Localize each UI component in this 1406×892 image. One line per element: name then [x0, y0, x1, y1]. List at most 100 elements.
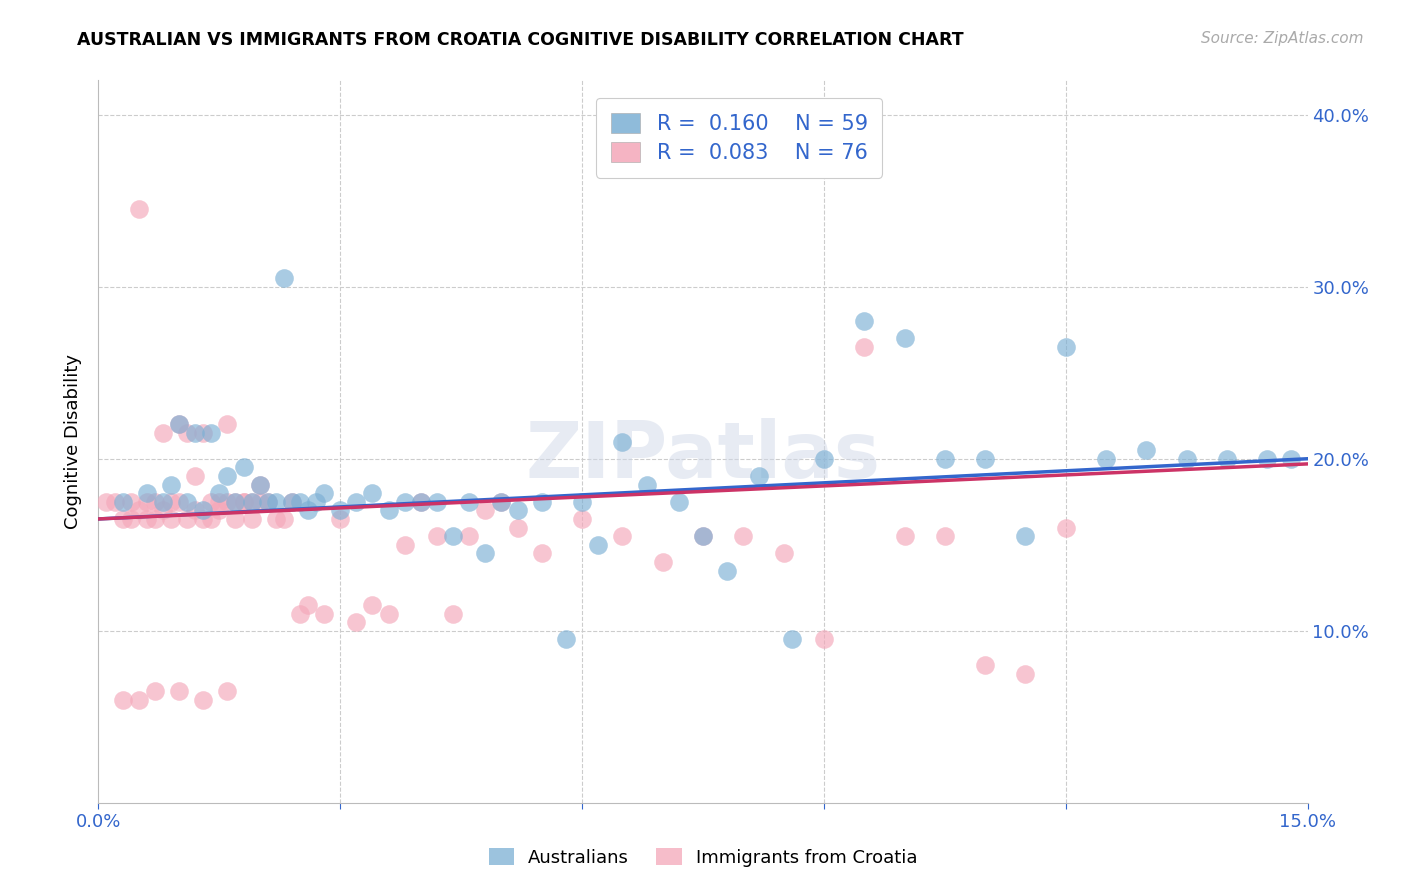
Point [297, 598, 319, 612]
Point [193, 512, 215, 526]
Point [96, 494, 118, 508]
Point [128, 692, 150, 706]
Point [361, 598, 384, 612]
Point [111, 494, 134, 508]
Point [208, 503, 231, 517]
Point [813, 451, 835, 466]
Point [240, 494, 263, 508]
Point [193, 425, 215, 440]
Point [256, 494, 278, 508]
Point [240, 494, 263, 508]
Text: AUSTRALIAN VS IMMIGRANTS FROM CROATIA COGNITIVE DISABILITY CORRELATION CHART: AUSTRALIAN VS IMMIGRANTS FROM CROATIA CO… [77, 31, 965, 49]
Point [103, 494, 125, 508]
Point [458, 494, 481, 508]
Point [152, 503, 174, 517]
Point [571, 512, 593, 526]
Point [748, 469, 770, 483]
Point [167, 417, 190, 432]
Point [361, 486, 384, 500]
Point [167, 417, 190, 432]
Point [217, 417, 239, 432]
Point [152, 494, 174, 508]
Point [853, 314, 876, 328]
Point [176, 494, 198, 508]
Text: ZIPatlas: ZIPatlas [526, 418, 880, 494]
Point [200, 494, 222, 508]
Point [232, 494, 254, 508]
Point [612, 529, 634, 543]
Point [314, 607, 336, 621]
Point [143, 512, 166, 526]
Point [249, 494, 271, 508]
Point [934, 451, 956, 466]
Point [506, 520, 529, 534]
Point [224, 494, 246, 508]
Point [491, 494, 513, 508]
Point [893, 331, 915, 345]
Point [193, 692, 215, 706]
Point [1054, 340, 1077, 354]
Point [111, 512, 134, 526]
Point [128, 503, 150, 517]
Point [143, 494, 166, 508]
Point [297, 503, 319, 517]
Point [441, 529, 464, 543]
Point [1256, 451, 1278, 466]
Point [668, 494, 690, 508]
Point [152, 425, 174, 440]
Point [441, 607, 464, 621]
Point [224, 512, 246, 526]
Point [249, 477, 271, 491]
Point [1175, 451, 1198, 466]
Legend: R =  0.160    N = 59, R =  0.083    N = 76: R = 0.160 N = 59, R = 0.083 N = 76 [596, 98, 883, 178]
Y-axis label: Cognitive Disability: Cognitive Disability [65, 354, 83, 529]
Point [1095, 451, 1118, 466]
Point [232, 494, 254, 508]
Point [474, 503, 496, 517]
Point [1281, 451, 1303, 466]
Point [716, 564, 738, 578]
Point [651, 555, 673, 569]
Point [273, 512, 295, 526]
Legend: Australians, Immigrants from Croatia: Australians, Immigrants from Croatia [481, 841, 925, 874]
Point [167, 684, 190, 698]
Point [1135, 443, 1157, 458]
Point [586, 538, 609, 552]
Point [571, 494, 593, 508]
Point [692, 529, 714, 543]
Point [176, 425, 198, 440]
Point [974, 451, 997, 466]
Point [208, 494, 231, 508]
Point [377, 607, 399, 621]
Point [120, 494, 142, 508]
Point [256, 494, 278, 508]
Point [458, 529, 481, 543]
Point [733, 529, 755, 543]
Point [329, 512, 352, 526]
Point [249, 477, 271, 491]
Point [135, 512, 157, 526]
Point [135, 486, 157, 500]
Point [474, 546, 496, 560]
Point [612, 434, 634, 449]
Point [184, 425, 207, 440]
Point [264, 512, 287, 526]
Point [217, 494, 239, 508]
Point [692, 529, 714, 543]
Point [772, 546, 794, 560]
Point [409, 494, 432, 508]
Point [506, 503, 529, 517]
Point [409, 494, 432, 508]
Point [344, 494, 367, 508]
Point [426, 494, 449, 508]
Point [160, 512, 183, 526]
Point [288, 494, 311, 508]
Point [377, 503, 399, 517]
Point [394, 538, 416, 552]
Point [160, 477, 183, 491]
Point [208, 486, 231, 500]
Point [934, 529, 956, 543]
Point [780, 632, 803, 647]
Point [813, 632, 835, 647]
Point [893, 529, 915, 543]
